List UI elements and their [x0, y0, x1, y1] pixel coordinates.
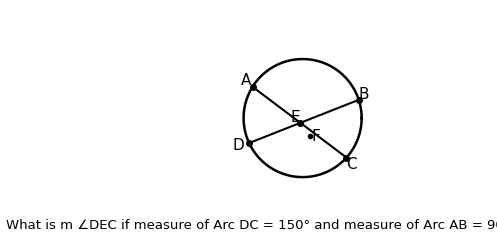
Text: A: A — [241, 73, 251, 88]
Text: What is m ∠DEC if measure of Arc DC = 150° and measure of Arc AB = 90°?: What is m ∠DEC if measure of Arc DC = 15… — [6, 219, 497, 232]
Text: E: E — [290, 110, 300, 125]
Text: F: F — [311, 129, 320, 144]
Text: C: C — [346, 157, 357, 172]
Text: B: B — [359, 87, 369, 102]
Text: D: D — [232, 138, 244, 153]
